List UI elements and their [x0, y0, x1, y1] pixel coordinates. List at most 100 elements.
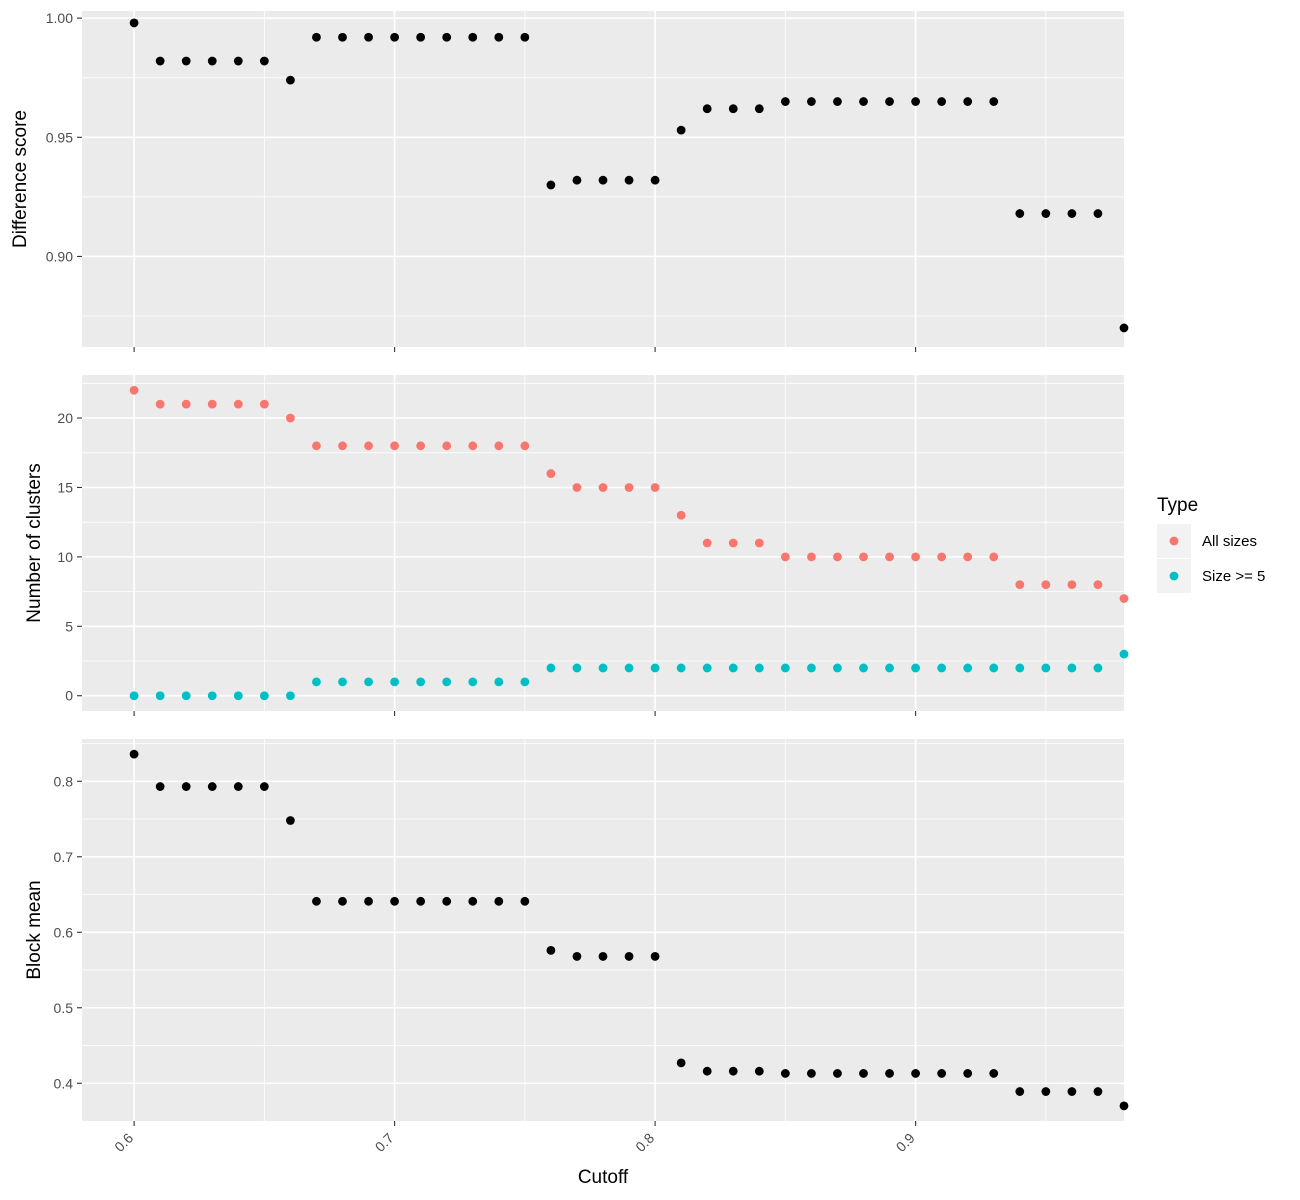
legend-swatch [1169, 571, 1179, 581]
data-point-series-1 [520, 32, 530, 42]
y-tick-label: 0.7 [54, 849, 74, 865]
data-point-series-1 [442, 896, 452, 906]
data-point-series-1 [286, 75, 295, 85]
data-point-series-1 [364, 441, 373, 451]
data-point-series-2 [859, 663, 868, 673]
data-point-series-1 [286, 816, 295, 825]
data-point-series-1 [181, 399, 191, 409]
data-point-series-2 [1093, 663, 1103, 673]
legend-label: All sizes [1202, 533, 1257, 550]
data-point-series-1 [676, 1058, 686, 1068]
data-point-series-1 [155, 782, 165, 791]
data-point-series-1 [780, 552, 790, 562]
data-point-series-1 [207, 782, 217, 791]
data-point-series-1 [963, 97, 973, 106]
x-axis-title: Cutoff [578, 1167, 629, 1188]
data-point-series-1 [286, 413, 295, 423]
data-point-series-2 [624, 663, 634, 673]
data-point-series-1 [780, 97, 790, 106]
data-point-series-1 [468, 32, 478, 42]
data-point-series-1 [207, 399, 217, 409]
data-point-series-1 [390, 896, 399, 906]
data-point-series-1 [728, 1066, 738, 1076]
data-point-series-2 [702, 663, 712, 673]
data-point-series-1 [859, 97, 868, 106]
data-point-series-1 [233, 56, 243, 66]
data-point-series-1 [624, 952, 634, 961]
data-point-series-1 [937, 97, 947, 106]
data-point-series-1 [572, 175, 582, 185]
data-point-series-1 [859, 1069, 868, 1078]
data-point-series-1 [911, 97, 920, 106]
data-point-series-2 [155, 691, 165, 701]
y-tick-label: 20 [57, 410, 73, 426]
data-point-series-2 [1041, 663, 1051, 673]
data-point-series-1 [702, 1066, 712, 1076]
data-point-series-1 [364, 896, 373, 906]
data-point-series-1 [1119, 323, 1129, 333]
data-point-series-1 [989, 552, 999, 562]
data-point-series-2 [1015, 663, 1025, 673]
data-point-series-1 [807, 97, 816, 106]
data-point-series-1 [1067, 209, 1077, 218]
data-point-series-1 [416, 896, 426, 906]
data-point-series-1 [911, 1069, 920, 1078]
data-point-series-2 [494, 677, 504, 687]
data-point-series-1 [1119, 594, 1129, 603]
data-point-series-1 [624, 175, 634, 185]
data-point-series-1 [780, 1069, 790, 1078]
data-point-series-1 [754, 1066, 764, 1076]
data-point-series-2 [468, 677, 478, 687]
data-point-series-1 [129, 385, 139, 395]
data-point-series-1 [885, 97, 894, 106]
data-point-series-1 [833, 97, 842, 106]
data-point-series-1 [1119, 1101, 1129, 1111]
data-point-series-1 [155, 399, 165, 409]
data-point-series-1 [129, 18, 139, 28]
data-point-series-1 [676, 510, 686, 520]
data-point-series-1 [754, 538, 764, 548]
data-point-series-2 [937, 663, 947, 673]
data-point-series-1 [442, 32, 452, 42]
data-point-series-1 [807, 1069, 816, 1078]
data-point-series-1 [259, 56, 269, 66]
data-point-series-1 [338, 441, 347, 451]
data-point-series-2 [364, 677, 373, 687]
legend-swatch [1169, 536, 1179, 546]
data-point-series-2 [312, 677, 321, 687]
data-point-series-1 [702, 538, 712, 548]
data-point-series-1 [312, 441, 321, 451]
data-point-series-1 [494, 32, 504, 42]
x-tick-label: 0.8 [632, 1130, 657, 1155]
data-point-series-1 [364, 32, 373, 42]
data-point-series-2 [1067, 663, 1077, 673]
legend-label: Size >= 5 [1202, 568, 1265, 585]
data-point-series-2 [572, 663, 582, 673]
panel-background-2 [82, 375, 1124, 711]
data-point-series-2 [989, 663, 999, 673]
data-point-series-1 [833, 552, 842, 562]
y-axis-title: Number of clusters [24, 463, 45, 622]
y-tick-label: 10 [57, 549, 73, 565]
data-point-series-2 [1119, 649, 1129, 659]
data-point-series-1 [885, 1069, 894, 1078]
data-point-series-2 [233, 691, 243, 701]
x-tick-label: 0.9 [893, 1130, 918, 1155]
data-point-series-1 [494, 441, 504, 451]
data-point-series-1 [390, 32, 399, 42]
data-point-series-2 [207, 691, 217, 701]
data-point-series-1 [702, 104, 712, 114]
data-point-series-1 [259, 782, 269, 791]
data-point-series-1 [650, 483, 660, 492]
data-point-series-1 [312, 32, 321, 42]
data-point-series-1 [650, 175, 660, 185]
data-point-series-1 [624, 483, 634, 492]
data-point-series-1 [259, 399, 269, 409]
data-point-series-2 [963, 663, 973, 673]
x-tick-label: 0.6 [111, 1130, 136, 1155]
data-point-series-1 [572, 483, 582, 492]
data-point-series-2 [833, 663, 842, 673]
data-point-series-2 [807, 663, 816, 673]
y-tick-label: 0 [65, 688, 73, 704]
